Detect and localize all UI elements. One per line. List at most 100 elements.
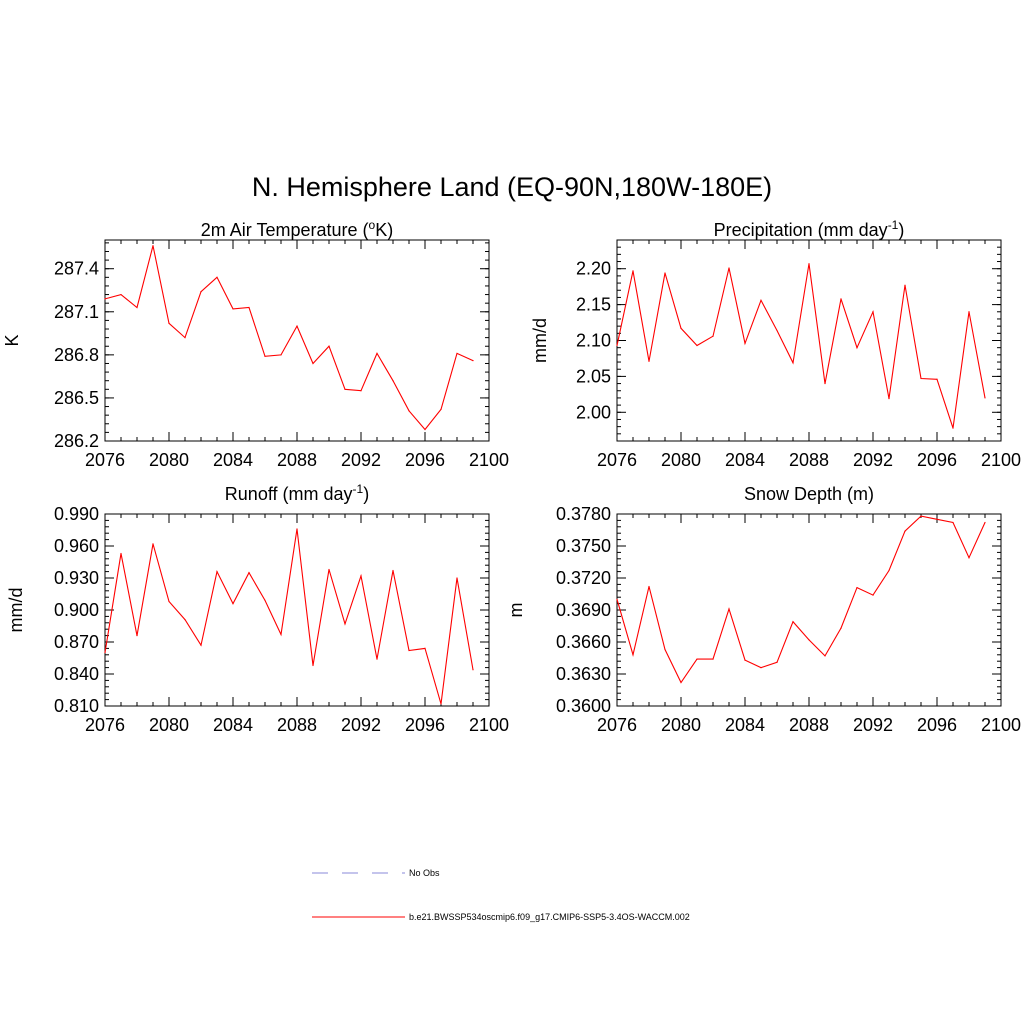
data-point xyxy=(696,658,698,660)
data-point xyxy=(616,598,618,600)
x-tick-label: 2080 xyxy=(661,450,701,470)
data-point xyxy=(872,311,874,313)
y-tick-label: 0.3690 xyxy=(556,600,611,620)
legend-model-label: b.e21.BWSSP534oscmip6.f09_g17.CMIP6-SSP5… xyxy=(409,912,690,922)
x-tick-label: 2100 xyxy=(469,450,509,470)
data-point xyxy=(728,267,730,269)
data-point xyxy=(888,569,890,572)
series-line-temperature xyxy=(104,245,474,431)
data-point xyxy=(184,337,186,339)
x-tick-label: 2076 xyxy=(85,715,125,735)
data-point xyxy=(744,659,746,661)
y-tick-label: 286.2 xyxy=(54,431,99,451)
data-point xyxy=(664,272,666,274)
panel-runoff: Runoff (mm day-1) mm/d 2076 2080 2084 2088 209… xyxy=(6,482,509,735)
y-tick-label: 286.8 xyxy=(54,345,99,365)
data-point xyxy=(232,308,234,310)
y-tick-label: 0.930 xyxy=(54,568,99,588)
legend: No Obs b.e21.BWSSP534oscmip6.f09_g17.CMI… xyxy=(312,868,690,922)
data-point xyxy=(792,362,794,364)
data-point xyxy=(408,410,410,412)
data-point xyxy=(296,325,298,327)
plot-frame xyxy=(616,239,1002,442)
data-point xyxy=(968,311,970,313)
data-point xyxy=(344,623,346,625)
y-tick-label: 2.10 xyxy=(576,331,611,351)
x-tick-label: 2100 xyxy=(981,450,1021,470)
data-point xyxy=(824,382,826,385)
data-point xyxy=(280,354,282,356)
y-tick-label: 2.20 xyxy=(576,259,611,279)
data-point xyxy=(424,428,426,431)
data-point xyxy=(152,543,154,545)
y-tick-label: 2.05 xyxy=(576,366,611,386)
data-point xyxy=(216,571,218,573)
data-point xyxy=(856,347,858,349)
x-tick-label: 2100 xyxy=(981,715,1021,735)
y-tick-label: 0.960 xyxy=(54,536,99,556)
data-point xyxy=(440,408,442,411)
data-point xyxy=(472,669,474,671)
data-point xyxy=(712,335,714,337)
data-point xyxy=(392,380,394,382)
data-point xyxy=(920,515,922,517)
x-tick-label: 2076 xyxy=(597,450,637,470)
data-point xyxy=(264,599,266,602)
data-point xyxy=(904,284,906,286)
data-point xyxy=(856,587,858,589)
data-point xyxy=(824,655,826,657)
y-tick-label: 0.840 xyxy=(54,664,99,684)
x-tick-label: 2096 xyxy=(405,450,445,470)
y-tick-label: 287.4 xyxy=(54,259,99,279)
data-point xyxy=(456,577,458,579)
data-point xyxy=(296,528,298,530)
data-point xyxy=(104,652,106,654)
data-point xyxy=(248,572,250,574)
data-point xyxy=(248,306,250,309)
panel-title: Snow Depth (m) xyxy=(744,484,874,504)
data-point xyxy=(328,345,330,347)
x-tick-label: 2100 xyxy=(469,715,509,735)
data-point xyxy=(376,658,378,660)
x-tick-label: 2092 xyxy=(341,715,381,735)
x-tick-label: 2092 xyxy=(853,715,893,735)
panel-title: 2m Air Temperature (oK) xyxy=(201,218,393,240)
data-point xyxy=(312,664,314,667)
data-point xyxy=(360,390,362,392)
data-point xyxy=(120,552,122,555)
data-point xyxy=(264,355,266,357)
x-tick-label: 2088 xyxy=(277,450,317,470)
x-tick-label: 2084 xyxy=(725,715,765,735)
x-tick-label: 2096 xyxy=(405,715,445,735)
data-point xyxy=(472,360,474,362)
data-point xyxy=(104,298,106,300)
x-tick-label: 2076 xyxy=(597,715,637,735)
data-point xyxy=(440,703,442,705)
data-point xyxy=(376,352,378,355)
data-point xyxy=(888,398,890,400)
data-point xyxy=(936,518,938,520)
data-point xyxy=(632,654,634,656)
data-point xyxy=(680,681,682,684)
data-point xyxy=(776,329,778,332)
data-point xyxy=(120,293,122,296)
data-point xyxy=(168,322,170,324)
y-tick-label: 0.900 xyxy=(54,600,99,620)
plot-frame xyxy=(104,239,490,442)
data-point xyxy=(280,633,282,636)
y-tick-label: 2.00 xyxy=(576,402,611,422)
y-tick-label: 0.3630 xyxy=(556,664,611,684)
legend-obs-label: No Obs xyxy=(409,868,440,878)
page-title: N. Hemisphere Land (EQ-90N,180W-180E) xyxy=(252,172,772,202)
series-line-precipitation xyxy=(616,263,986,429)
data-point xyxy=(152,245,154,247)
y-axis-label: m xyxy=(506,603,526,618)
x-tick-label: 2080 xyxy=(149,715,189,735)
data-point xyxy=(168,600,170,603)
x-tick-label: 2092 xyxy=(341,450,381,470)
data-point xyxy=(200,291,202,293)
data-point xyxy=(744,342,746,344)
data-point xyxy=(760,299,762,301)
data-point xyxy=(712,658,714,660)
